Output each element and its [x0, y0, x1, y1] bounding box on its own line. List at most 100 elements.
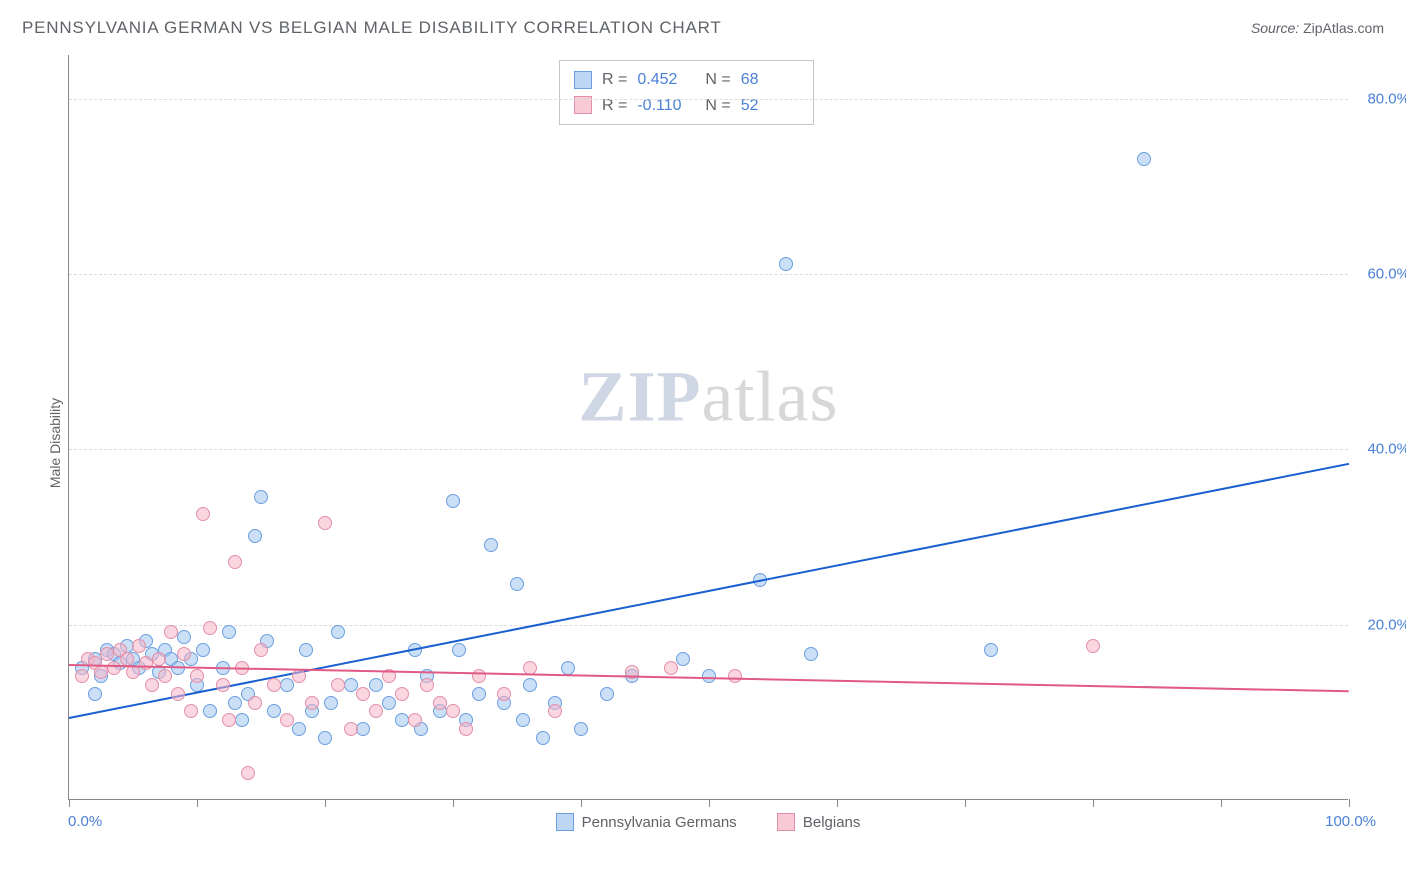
data-point [356, 687, 370, 701]
series2-n-value: 52 [741, 93, 799, 119]
watermark-zip: ZIP [579, 357, 702, 437]
series2-swatch [777, 813, 795, 831]
data-point [248, 696, 262, 710]
data-point [420, 678, 434, 692]
stats-row-series2: R = -0.110 N = 52 [574, 93, 799, 119]
data-point [356, 722, 370, 736]
grid-line [69, 625, 1348, 626]
data-point [369, 704, 383, 718]
y-axis-label: Male Disability [47, 397, 63, 487]
data-point [254, 643, 268, 657]
data-point [120, 652, 134, 666]
watermark-atlas: atlas [702, 357, 839, 437]
r-label: R = [602, 93, 627, 119]
series1-n-value: 68 [741, 67, 799, 93]
data-point [369, 678, 383, 692]
data-point [1137, 152, 1151, 166]
n-label: N = [705, 67, 730, 93]
data-point [132, 639, 146, 653]
x-tick [325, 799, 326, 807]
legend-item-series2: Belgians [777, 813, 861, 831]
data-point [344, 722, 358, 736]
data-point [164, 625, 178, 639]
data-point [728, 669, 742, 683]
data-point [331, 625, 345, 639]
source-attribution: Source: ZipAtlas.com [1251, 20, 1384, 36]
series1-r-value: 0.452 [637, 67, 695, 93]
data-point [664, 661, 678, 675]
series2-r-value: -0.110 [637, 93, 695, 119]
series1-swatch [574, 71, 592, 89]
data-point [548, 704, 562, 718]
data-point [235, 713, 249, 727]
x-tick [965, 799, 966, 807]
data-point [203, 621, 217, 635]
data-point [510, 577, 524, 591]
data-point [318, 731, 332, 745]
data-point [248, 529, 262, 543]
data-point [292, 669, 306, 683]
series2-name: Belgians [803, 814, 861, 831]
x-tick [69, 799, 70, 807]
data-point [676, 652, 690, 666]
legend-item-series1: Pennsylvania Germans [556, 813, 737, 831]
chart-title: PENNSYLVANIA GERMAN VS BELGIAN MALE DISA… [22, 18, 722, 38]
data-point [280, 713, 294, 727]
x-tick [197, 799, 198, 807]
data-point [446, 704, 460, 718]
data-point [184, 704, 198, 718]
data-point [984, 643, 998, 657]
legend: Pennsylvania Germans Belgians [68, 813, 1348, 835]
y-tick-label: 40.0% [1367, 441, 1406, 458]
data-point [267, 704, 281, 718]
x-tick [581, 799, 582, 807]
data-point [305, 696, 319, 710]
data-point [292, 722, 306, 736]
data-point [497, 687, 511, 701]
plot-area: ZIPatlas R = 0.452 N = 68 R = -0.110 N =… [68, 55, 1348, 800]
data-point [222, 713, 236, 727]
data-point [318, 516, 332, 530]
data-point [472, 687, 486, 701]
data-point [228, 696, 242, 710]
data-point [196, 643, 210, 657]
grid-line [69, 274, 1348, 275]
data-point [331, 678, 345, 692]
data-point [408, 713, 422, 727]
data-point [216, 678, 230, 692]
data-point [228, 555, 242, 569]
data-point [280, 678, 294, 692]
data-point [107, 661, 121, 675]
grid-line [69, 99, 1348, 100]
grid-line [69, 449, 1348, 450]
data-point [177, 647, 191, 661]
source-label: Source: [1251, 20, 1299, 36]
data-point [433, 696, 447, 710]
data-point [88, 687, 102, 701]
series1-name: Pennsylvania Germans [582, 814, 737, 831]
data-point [203, 704, 217, 718]
data-point [516, 713, 530, 727]
series1-swatch [556, 813, 574, 831]
data-point [267, 678, 281, 692]
data-point [254, 490, 268, 504]
data-point [600, 687, 614, 701]
data-point [779, 257, 793, 271]
data-point [75, 669, 89, 683]
data-point [459, 722, 473, 736]
data-point [574, 722, 588, 736]
data-point [561, 661, 575, 675]
x-tick [709, 799, 710, 807]
data-point [158, 669, 172, 683]
data-point [196, 507, 210, 521]
r-label: R = [602, 67, 627, 93]
data-point [1086, 639, 1100, 653]
data-point [241, 766, 255, 780]
x-tick [837, 799, 838, 807]
data-point [344, 678, 358, 692]
data-point [382, 696, 396, 710]
watermark: ZIPatlas [579, 356, 839, 439]
data-point [171, 687, 185, 701]
y-tick-label: 60.0% [1367, 266, 1406, 283]
data-point [804, 647, 818, 661]
